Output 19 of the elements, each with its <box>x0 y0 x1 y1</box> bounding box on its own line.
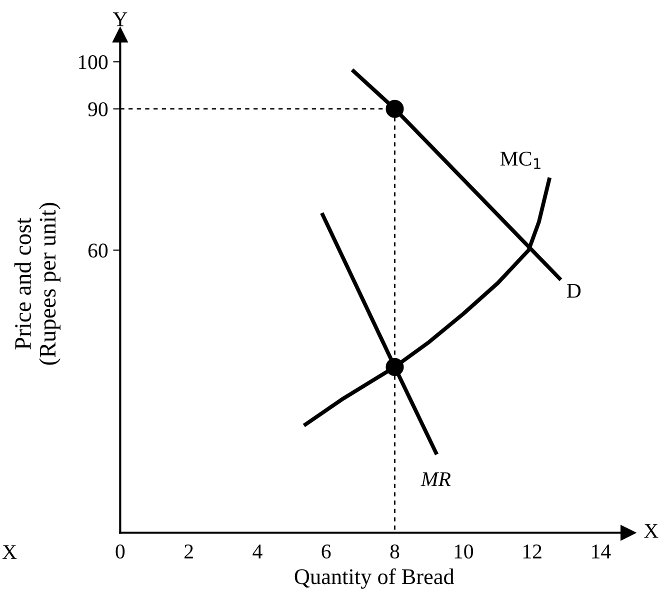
x-tick-label: 6 <box>322 544 331 559</box>
x-tick-label: 8 <box>390 544 400 559</box>
y-tick-label: 90 <box>88 102 108 116</box>
text: Y <box>112 12 128 26</box>
x-tick-label: 2 <box>184 544 193 558</box>
series-label: MR <box>420 472 451 486</box>
series-label: D <box>566 284 581 298</box>
y-tick-label: 100 <box>78 55 108 70</box>
x-tick-label: 12 <box>523 544 542 558</box>
y-axis-title: Price and cost (Rupees per unit) <box>14 202 60 365</box>
x-tick-label: 10 <box>454 544 474 559</box>
text: X <box>2 545 17 559</box>
x-tick-label: 14 <box>592 544 611 558</box>
series-label: MC$_{1}$ <box>500 152 540 169</box>
x-axis-title: Quantity of Bread <box>294 568 454 589</box>
x-tick-label: 0 <box>116 544 125 559</box>
y-tick-label: 60 <box>88 244 108 258</box>
x-tick-label: 4 <box>252 544 262 558</box>
text: X <box>644 524 658 538</box>
